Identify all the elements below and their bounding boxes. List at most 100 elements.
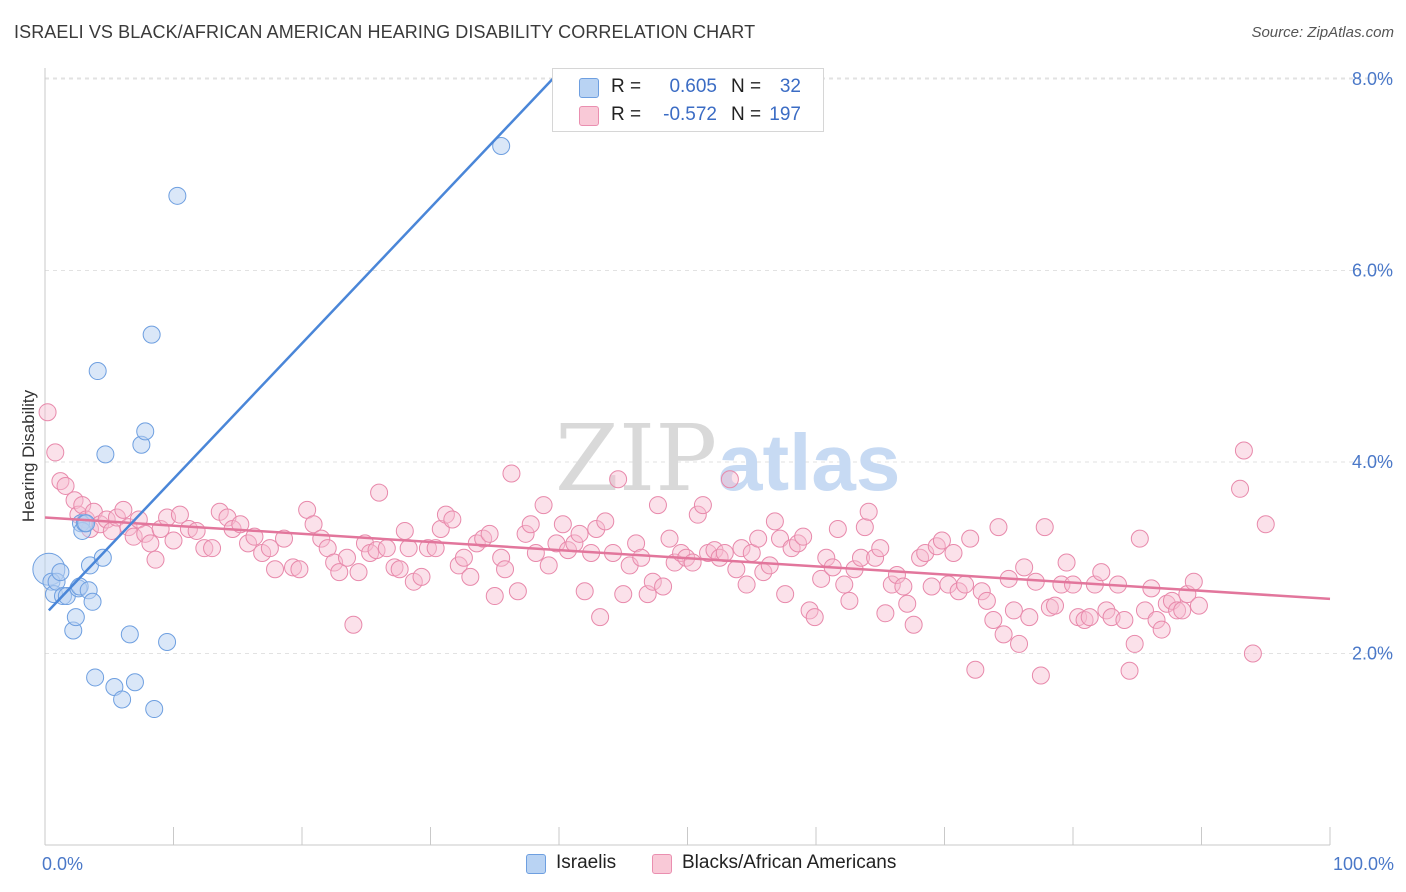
data-point-blacks — [539, 556, 558, 575]
data-point-blacks — [141, 534, 160, 553]
data-point-blacks — [614, 585, 633, 604]
data-point-blacks — [570, 524, 589, 543]
data-point-blacks — [977, 591, 996, 610]
data-point-blacks — [1135, 601, 1154, 620]
data-point-blacks — [609, 470, 628, 489]
y-tick-label: 8.0% — [1352, 69, 1393, 89]
data-point-blacks — [894, 577, 913, 596]
data-point-blacks — [944, 543, 963, 562]
watermark-zip: ZIP — [555, 405, 717, 512]
data-point-blacks — [290, 560, 309, 579]
data-point-blacks — [1080, 608, 1099, 627]
y-tick-label: 6.0% — [1352, 261, 1393, 281]
data-point-blacks — [972, 582, 991, 601]
r-label: R = — [611, 76, 642, 97]
data-point-blacks — [46, 443, 65, 462]
data-point-blacks — [502, 464, 521, 483]
trend-lines — [44, 78, 1331, 612]
data-point-blacks — [898, 594, 917, 613]
data-point-blacks — [443, 510, 462, 529]
watermark: ZIP atlas — [555, 405, 900, 512]
data-point-israelis — [66, 608, 85, 627]
data-point-blacks — [961, 529, 980, 548]
data-point-blacks — [412, 567, 431, 586]
data-point-israelis — [492, 137, 511, 156]
data-point-blacks — [1064, 575, 1082, 594]
data-point-israelis — [120, 625, 139, 644]
trend-line-blacks — [44, 516, 1331, 601]
data-point-blacks — [496, 560, 515, 579]
data-point-israelis — [83, 592, 102, 611]
data-point-israelis — [51, 563, 70, 582]
r-value: 0.605 — [669, 76, 717, 97]
data-point-blacks — [534, 496, 553, 515]
r-label: R = — [611, 104, 642, 125]
data-point-blacks — [1184, 572, 1203, 591]
data-point-blacks — [395, 521, 414, 540]
axes — [44, 68, 1331, 846]
data-point-blacks — [480, 524, 499, 543]
data-point-blacks — [882, 575, 901, 594]
data-point-blacks — [587, 520, 606, 539]
data-point-blacks — [56, 476, 75, 495]
gridlines — [45, 77, 1392, 654]
data-point-blacks — [871, 539, 890, 558]
data-point-blacks — [195, 539, 214, 558]
data-point-blacks — [38, 403, 57, 422]
data-point-blacks — [239, 534, 258, 553]
data-point-blacks — [245, 527, 264, 546]
legend-swatch-blacks — [652, 854, 672, 874]
x-tick-label-max: 100.0% — [1333, 854, 1394, 874]
legend-swatch-israelis — [579, 78, 599, 98]
data-point-blacks — [932, 531, 951, 550]
trend-line-israelis — [47, 78, 554, 612]
data-point-blacks — [266, 560, 285, 579]
data-point-blacks — [304, 515, 323, 534]
watermark-atlas: atlas — [718, 418, 900, 507]
data-point-blacks — [710, 548, 729, 567]
data-point-blacks — [1125, 634, 1144, 653]
data-point-israelis — [145, 700, 164, 719]
data-point-blacks — [911, 548, 930, 567]
data-point-blacks — [485, 587, 504, 606]
data-point-blacks — [1168, 601, 1187, 620]
data-point-blacks — [851, 548, 870, 567]
data-point-blacks — [1120, 661, 1139, 680]
data-point-israelis — [113, 690, 132, 709]
data-point-blacks — [727, 560, 746, 579]
data-point-israelis — [86, 668, 105, 687]
data-point-israelis — [142, 325, 161, 344]
data-point-blacks — [1004, 601, 1023, 620]
data-point-blacks — [418, 539, 437, 558]
data-point-blacks — [805, 608, 824, 627]
data-point-blacks — [648, 496, 667, 515]
data-point-israelis — [125, 673, 144, 692]
data-point-blacks — [547, 534, 566, 553]
data-point-blacks — [1020, 608, 1039, 627]
y-axis-label: Hearing Disability — [19, 389, 38, 522]
data-point-blacks — [591, 608, 610, 627]
series-legend: Israelis Blacks/African Americans — [0, 852, 1406, 878]
data-point-blacks — [1157, 594, 1176, 613]
data-point-blacks — [1130, 529, 1149, 548]
data-point-blacks — [994, 625, 1013, 644]
data-point-blacks — [859, 502, 878, 521]
data-point-blacks — [956, 575, 975, 594]
data-point-blacks — [275, 529, 294, 548]
data-point-blacks — [1256, 515, 1275, 534]
data-point-blacks — [765, 512, 784, 531]
data-point-blacks — [521, 515, 540, 534]
data-point-blacks — [643, 572, 662, 591]
data-point-blacks — [1234, 441, 1253, 460]
data-point-blacks — [840, 591, 859, 610]
legend-swatch-blacks — [579, 106, 599, 126]
data-point-blacks — [179, 520, 198, 539]
data-point-blacks — [461, 567, 480, 586]
y-tick-label: 4.0% — [1352, 452, 1393, 472]
data-point-blacks — [203, 539, 222, 558]
y-tick-label: 2.0% — [1352, 644, 1393, 664]
data-point-blacks — [1075, 610, 1094, 629]
data-point-israelis — [77, 514, 96, 533]
data-point-blacks — [454, 548, 473, 567]
